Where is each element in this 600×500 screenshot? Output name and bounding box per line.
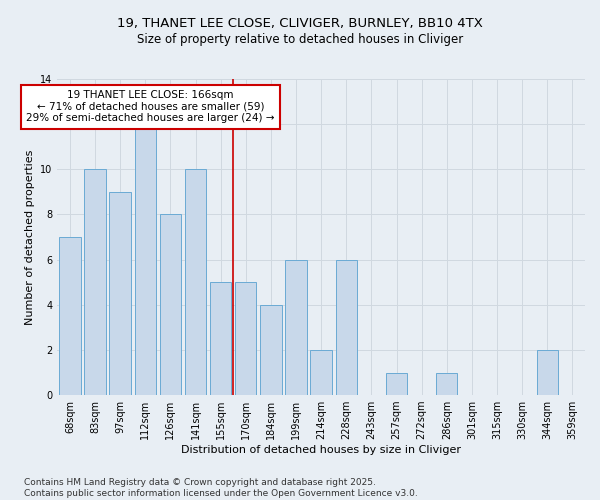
- Bar: [286, 260, 307, 395]
- Bar: [436, 372, 457, 395]
- Text: Contains HM Land Registry data © Crown copyright and database right 2025.
Contai: Contains HM Land Registry data © Crown c…: [24, 478, 418, 498]
- Bar: [59, 237, 80, 395]
- Bar: [260, 305, 281, 395]
- Y-axis label: Number of detached properties: Number of detached properties: [25, 150, 35, 324]
- Bar: [134, 124, 156, 395]
- Text: 19 THANET LEE CLOSE: 166sqm
← 71% of detached houses are smaller (59)
29% of sem: 19 THANET LEE CLOSE: 166sqm ← 71% of det…: [26, 90, 275, 124]
- Bar: [185, 170, 206, 395]
- Bar: [386, 372, 407, 395]
- Bar: [85, 170, 106, 395]
- X-axis label: Distribution of detached houses by size in Cliviger: Distribution of detached houses by size …: [181, 445, 461, 455]
- Bar: [235, 282, 256, 395]
- Bar: [210, 282, 232, 395]
- Bar: [536, 350, 558, 395]
- Text: Size of property relative to detached houses in Cliviger: Size of property relative to detached ho…: [137, 32, 463, 46]
- Bar: [109, 192, 131, 395]
- Bar: [160, 214, 181, 395]
- Bar: [335, 260, 357, 395]
- Text: 19, THANET LEE CLOSE, CLIVIGER, BURNLEY, BB10 4TX: 19, THANET LEE CLOSE, CLIVIGER, BURNLEY,…: [117, 18, 483, 30]
- Bar: [310, 350, 332, 395]
